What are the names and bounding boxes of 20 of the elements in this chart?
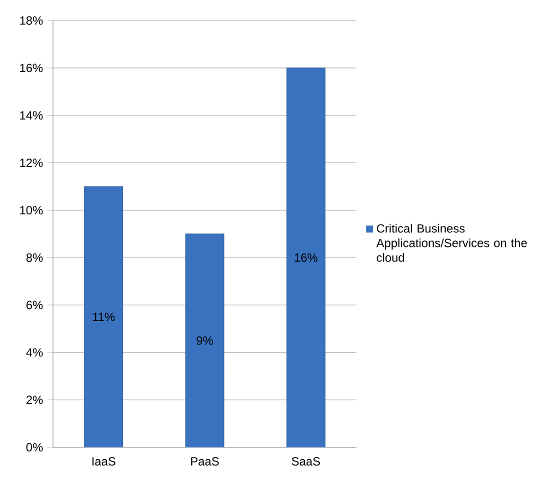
bar bbox=[185, 234, 224, 448]
y-tick-label: 4% bbox=[26, 348, 43, 357]
y-tick-label: 6% bbox=[26, 300, 43, 310]
bar bbox=[84, 186, 124, 448]
y-tick-label: 8% bbox=[26, 253, 43, 262]
y-tick-label: 12% bbox=[20, 158, 43, 167]
y-tick-label: 0% bbox=[26, 443, 43, 452]
y-tick-label: 18% bbox=[20, 16, 43, 25]
data-label: 11% bbox=[93, 312, 115, 322]
y-tick-label: 10% bbox=[20, 206, 43, 214]
y-tick-label: 16% bbox=[20, 64, 43, 72]
x-tick-label: PaaS bbox=[191, 457, 219, 466]
x-tick-label: IaaS bbox=[92, 457, 116, 466]
y-tick-label: 2% bbox=[26, 396, 43, 404]
bar bbox=[286, 68, 326, 448]
x-tick-label: SaaS bbox=[292, 457, 320, 466]
data-label: 9% bbox=[196, 336, 213, 345]
y-tick-label: 14% bbox=[20, 111, 43, 120]
legend-label: Critical Business Applications/Services on the cloud bbox=[376, 224, 527, 262]
data-label: 16% bbox=[294, 253, 318, 262]
